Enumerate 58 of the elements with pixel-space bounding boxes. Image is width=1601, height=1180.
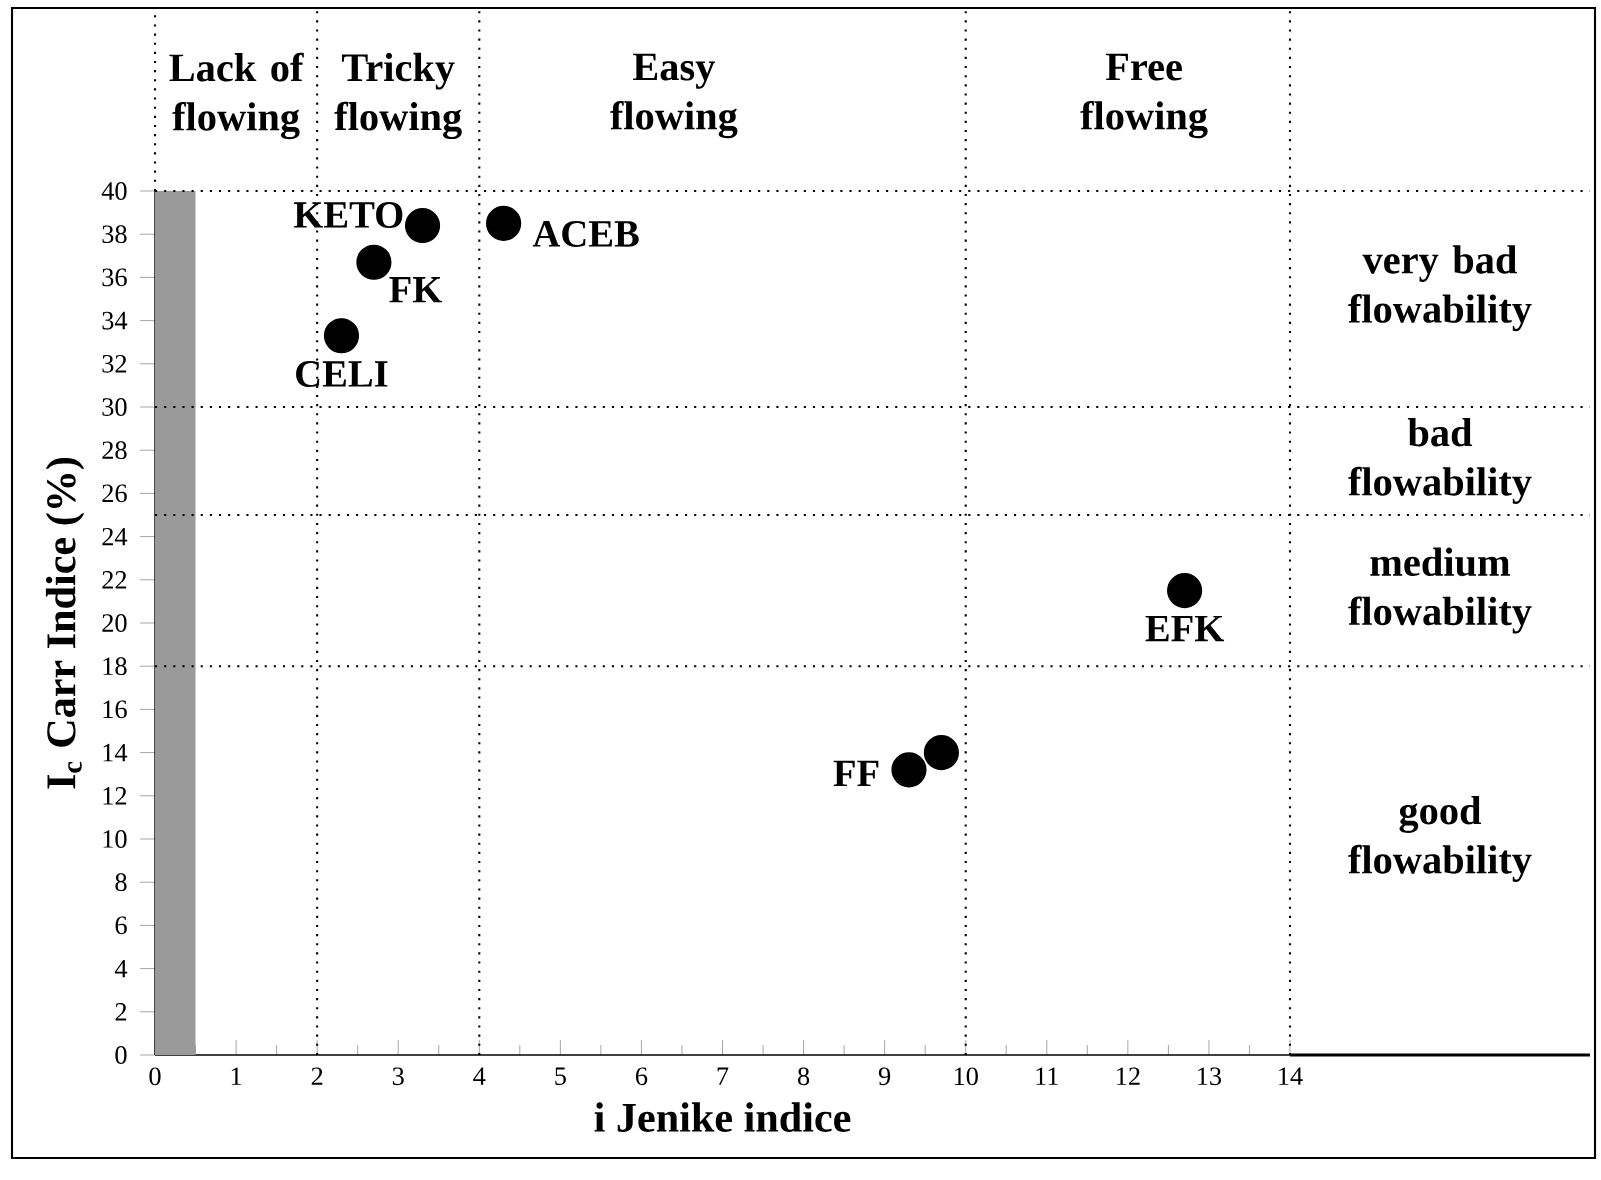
- y-tick-label: 16: [103, 700, 127, 719]
- annotation: KETO: [293, 202, 403, 228]
- point: [486, 205, 522, 241]
- y-tick-label: 24: [102, 527, 128, 546]
- point: [404, 207, 441, 244]
- x-tick-label: 11: [1036, 1067, 1058, 1085]
- x-tick-label: 2: [311, 1067, 323, 1085]
- y-tick-label: 10: [103, 830, 127, 848]
- y-tick-label: 36: [102, 268, 127, 287]
- y-tick-label: 2: [115, 1003, 127, 1021]
- y-tick-label: 0: [115, 1046, 127, 1064]
- text: Free flowing: [1080, 53, 1208, 139]
- y-tick-label: 26: [102, 484, 127, 503]
- x-tick-label: 1: [231, 1067, 242, 1085]
- y-tick-label: 22: [102, 571, 127, 589]
- point: [1167, 573, 1203, 609]
- x-tick-label: 9: [878, 1067, 891, 1086]
- y-tick-label: 38: [102, 225, 127, 244]
- x-tick-label: 10: [954, 1067, 978, 1086]
- text: bad flowability: [1348, 417, 1532, 504]
- y-tick-label: 32: [102, 354, 127, 373]
- annotation: FF: [833, 760, 879, 787]
- y-tick-label: 20: [102, 614, 127, 632]
- point: [891, 752, 927, 788]
- x-tick-label: 5: [555, 1067, 566, 1085]
- y-tick-label: 34: [102, 311, 128, 330]
- y-tick-label: 8: [115, 873, 127, 892]
- text: medium flowability: [1348, 547, 1532, 634]
- x-tick-label: 14: [1279, 1067, 1303, 1085]
- y-tick-label: 4: [114, 959, 128, 978]
- y-axis-title: I$_{c}$ Carr Indice (%): [45, 457, 85, 789]
- y-tick-label: 14: [103, 743, 128, 762]
- text: Lack of flowing: [169, 52, 304, 140]
- point: [923, 735, 959, 771]
- y-tick-label: 18: [103, 657, 127, 676]
- y-tick-label: 30: [102, 398, 127, 416]
- annotation: ACEB: [532, 220, 639, 247]
- text: Tricky flowing: [334, 52, 462, 140]
- x-tick-label: 7: [717, 1067, 729, 1085]
- text: good flowability: [1348, 795, 1532, 882]
- x-tick-label: 0: [149, 1067, 161, 1086]
- y-tick-label: 6: [115, 916, 127, 935]
- x-tick-label: 3: [392, 1067, 404, 1086]
- text: very bad flowability: [1348, 245, 1532, 332]
- text: Easy flowing: [610, 53, 738, 139]
- annotation: CELI: [296, 361, 388, 387]
- y-tick-label: 28: [102, 441, 127, 460]
- x-tick-label: 8: [797, 1067, 810, 1086]
- x-tick-label: 13: [1198, 1067, 1222, 1086]
- annotation: FK: [389, 277, 443, 303]
- x-axis-title: i Jenike indice: [594, 1102, 851, 1132]
- x-tick-label: 12: [1116, 1067, 1140, 1085]
- annotation: EFK: [1145, 615, 1225, 642]
- y-tick-label: 12: [103, 787, 127, 805]
- y-tick-label: 40: [101, 182, 127, 200]
- x-tick-label: 4: [473, 1067, 486, 1085]
- point: [323, 318, 360, 354]
- x-tick-label: 6: [636, 1067, 648, 1086]
